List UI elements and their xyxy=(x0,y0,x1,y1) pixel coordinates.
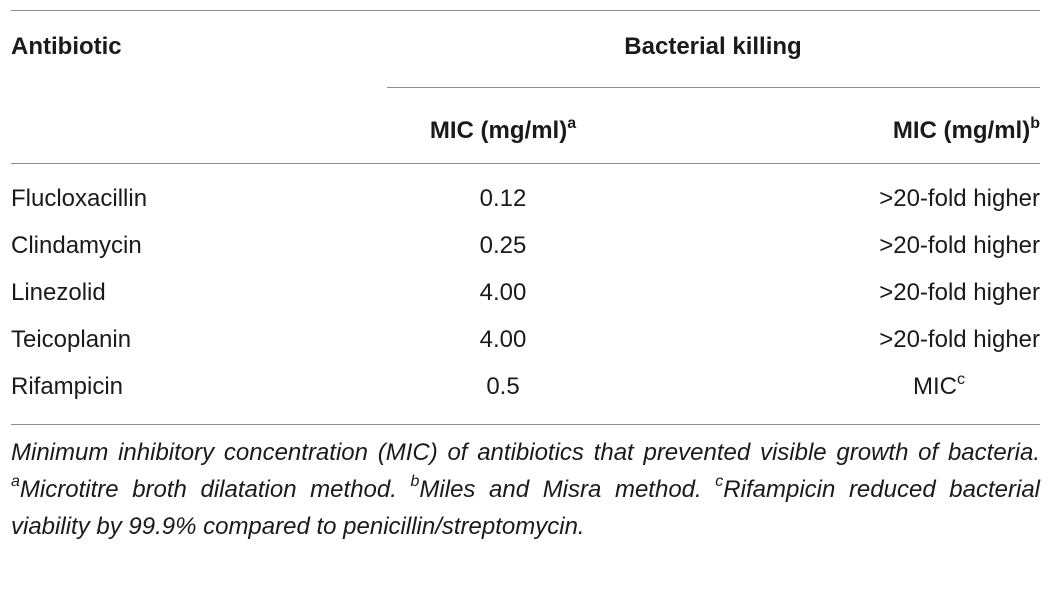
row-killing: >20-fold higher xyxy=(879,232,1040,259)
row-killing: >20-fold higher xyxy=(879,326,1040,353)
row-mic: 0.12 xyxy=(479,185,527,212)
header-mic-b: MIC (mg/ml)b xyxy=(892,115,1040,145)
header-mic-a: MIC (mg/ml)a xyxy=(429,115,577,145)
header-antibiotic: Antibiotic xyxy=(11,33,122,60)
row-killing: >20-fold higher xyxy=(879,279,1040,306)
row-mic: 0.5 xyxy=(486,373,520,400)
header-bacterial-killing: Bacterial killing xyxy=(624,33,802,60)
row-mic: 0.25 xyxy=(479,232,527,259)
table-footnote: Minimum inhibitory concentration (MIC) o… xyxy=(11,439,1040,540)
row-antibiotic: Teicoplanin xyxy=(11,326,132,353)
row-mic: 4.00 xyxy=(479,326,527,353)
row-antibiotic: Rifampicin xyxy=(11,373,124,400)
group-header-rule xyxy=(387,87,1040,88)
row-antibiotic: Clindamycin xyxy=(11,232,142,259)
row-antibiotic: Flucloxacillin xyxy=(11,185,148,212)
header-bottom-rule xyxy=(11,163,1040,164)
row-antibiotic: Linezolid xyxy=(11,279,106,306)
table-top-rule xyxy=(11,10,1040,11)
row-killing: >20-fold higher xyxy=(879,185,1040,212)
table-bottom-rule xyxy=(11,424,1040,425)
row-mic: 4.00 xyxy=(479,279,527,306)
row-killing: MICc xyxy=(913,371,965,401)
